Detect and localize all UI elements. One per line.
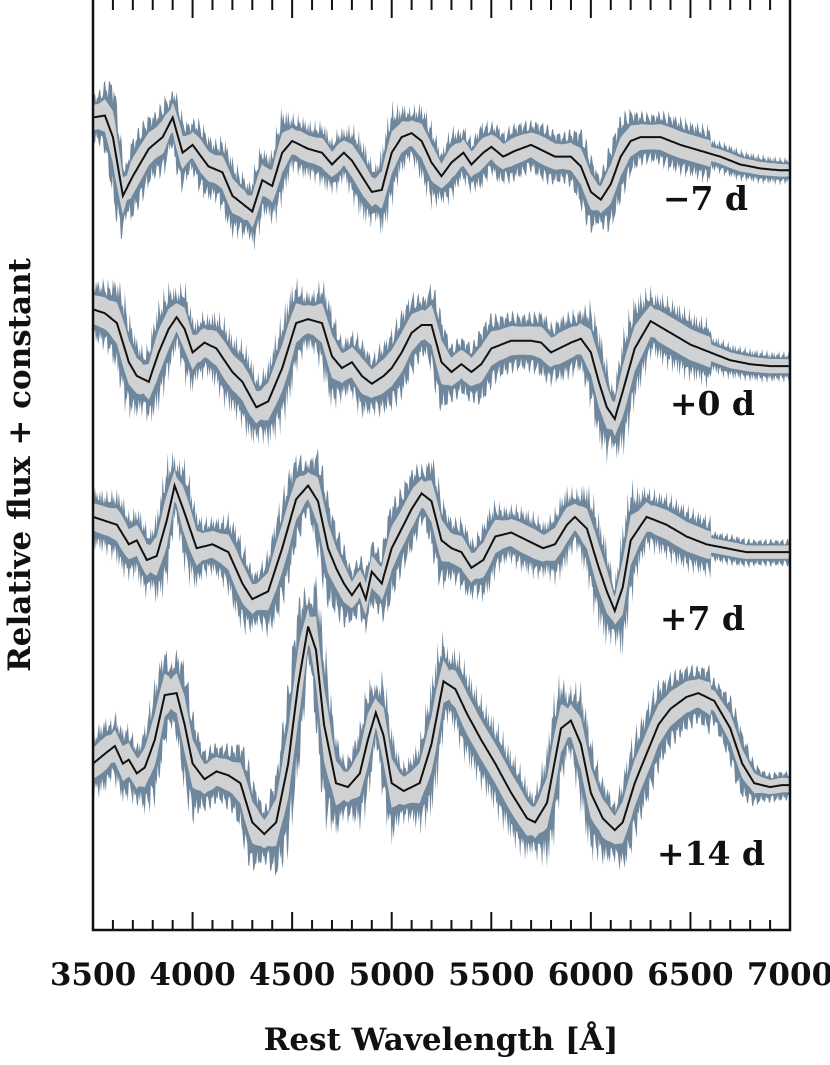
spectrum-series (93, 447, 790, 658)
mean-spectrum-line (93, 114, 790, 214)
phase-label: −7 d (663, 179, 748, 218)
y-axis-title: Relative flux + constant (2, 257, 38, 672)
x-tick-label: 4000 (149, 957, 235, 993)
spectrum-series (93, 80, 790, 252)
x-tick-label: 5500 (448, 957, 534, 993)
inner-dispersion-band (93, 469, 790, 625)
x-tick-label: 3500 (50, 957, 136, 993)
mean-spectrum-line (93, 626, 790, 836)
x-axis-tick-labels: 3500 4000 4500 5000 5500 6000 6500 7000 (50, 957, 830, 993)
mean-spectrum-line (93, 481, 790, 614)
axes-border (91, 0, 792, 932)
x-tick-label: 6500 (647, 957, 733, 993)
x-tick-label: 5000 (349, 957, 435, 993)
spectrum-series (93, 575, 790, 877)
inner-dispersion-band (93, 607, 790, 849)
x-axis-ticks (92, 0, 791, 930)
x-axis-title: Rest Wavelength [Å] (264, 1020, 619, 1058)
x-tick-label: 6000 (548, 957, 634, 993)
phase-labels-layer: −7 d +0 d +7 d +14 d (657, 179, 765, 873)
x-tick-label: 7000 (747, 957, 830, 993)
phase-label: +7 d (660, 599, 745, 638)
x-tick-label: 4500 (249, 957, 335, 993)
phase-label: +14 d (657, 834, 765, 873)
mean-spectrum-line (93, 308, 790, 422)
spectra-series-layer (93, 80, 790, 877)
outer-dispersion-band (93, 575, 790, 877)
phase-label: +0 d (670, 384, 755, 423)
spectrum-series (93, 276, 790, 465)
plot-frame (91, 0, 792, 932)
inner-dispersion-band (93, 99, 790, 228)
